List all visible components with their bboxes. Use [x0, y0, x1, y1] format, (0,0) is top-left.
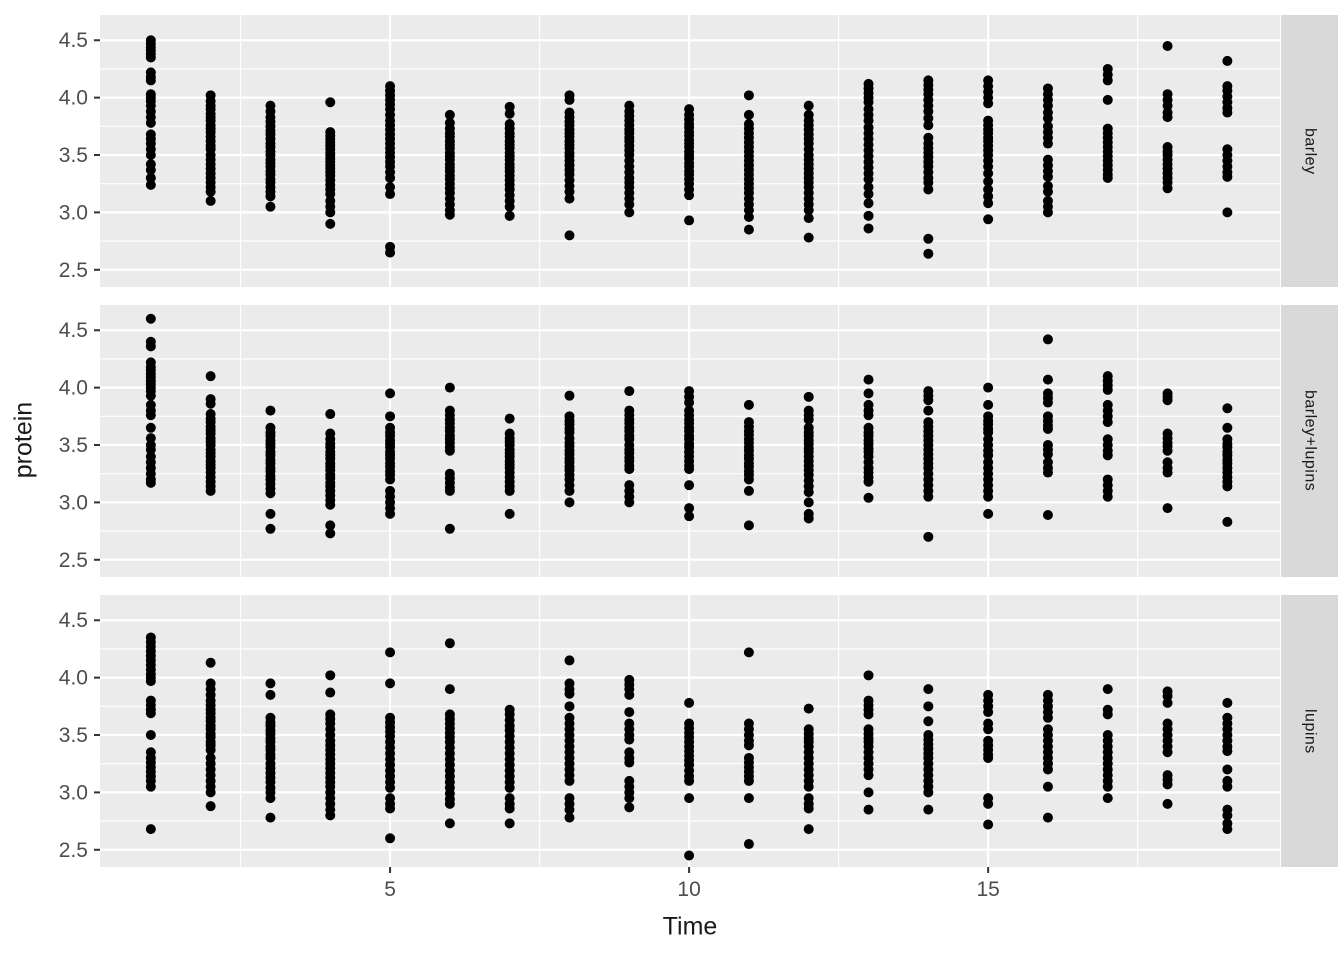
y-axis-ticks: 4.5 4.0 3.5 3.0 2.5 [59, 29, 100, 282]
x-axis-ticks: 5 10 15 [384, 867, 1000, 901]
facet-strip-lupins: lupins [1281, 595, 1338, 867]
y-tick-label: 4.0 [59, 87, 88, 110]
facet-panel-barley: 4.5 4.0 3.5 3.0 2.5 [59, 15, 1280, 287]
y-tick-label: 3.0 [59, 491, 88, 514]
facet-panel-lupins: 4.5 4.0 3.5 3.0 2.5 [59, 595, 1280, 867]
facet-strip-label: lupins [1301, 708, 1319, 754]
data-points [145, 632, 1233, 861]
y-tick-label: 4.0 [59, 667, 88, 690]
facet-strip-barley: barley [1281, 15, 1338, 287]
x-tick-label: 15 [976, 878, 999, 901]
data-points [145, 35, 1233, 259]
facet-strip-barley-lupins: barley+lupins [1281, 305, 1338, 577]
y-axis-ticks: 4.5 4.0 3.5 3.0 2.5 [59, 609, 100, 862]
y-axis-ticks: 4.5 4.0 3.5 3.0 2.5 [59, 319, 100, 572]
y-tick-label: 3.5 [59, 144, 88, 167]
gridlines [100, 305, 1280, 577]
y-tick-label: 3.0 [59, 781, 88, 804]
facet-strip-label: barley [1301, 127, 1319, 175]
y-tick-label: 4.0 [59, 377, 88, 400]
y-tick-label: 3.5 [59, 434, 88, 457]
y-tick-label: 2.5 [59, 259, 88, 282]
x-tick-label: 5 [384, 878, 396, 901]
data-points [145, 313, 1233, 542]
y-tick-label: 4.5 [59, 29, 88, 52]
y-tick-label: 2.5 [59, 839, 88, 862]
facet-panel-barley+lupins: 4.5 4.0 3.5 3.0 2.5 [59, 305, 1280, 577]
x-axis-title: Time [662, 912, 718, 941]
y-tick-label: 4.5 [59, 319, 88, 342]
y-tick-label: 2.5 [59, 549, 88, 572]
y-tick-label: 4.5 [59, 609, 88, 632]
y-tick-label: 3.5 [59, 724, 88, 747]
x-tick-label: 10 [677, 878, 700, 901]
facet-strip-label: barley+lupins [1301, 390, 1319, 492]
y-tick-label: 3.0 [59, 201, 88, 224]
y-axis-title: protein [9, 401, 38, 479]
